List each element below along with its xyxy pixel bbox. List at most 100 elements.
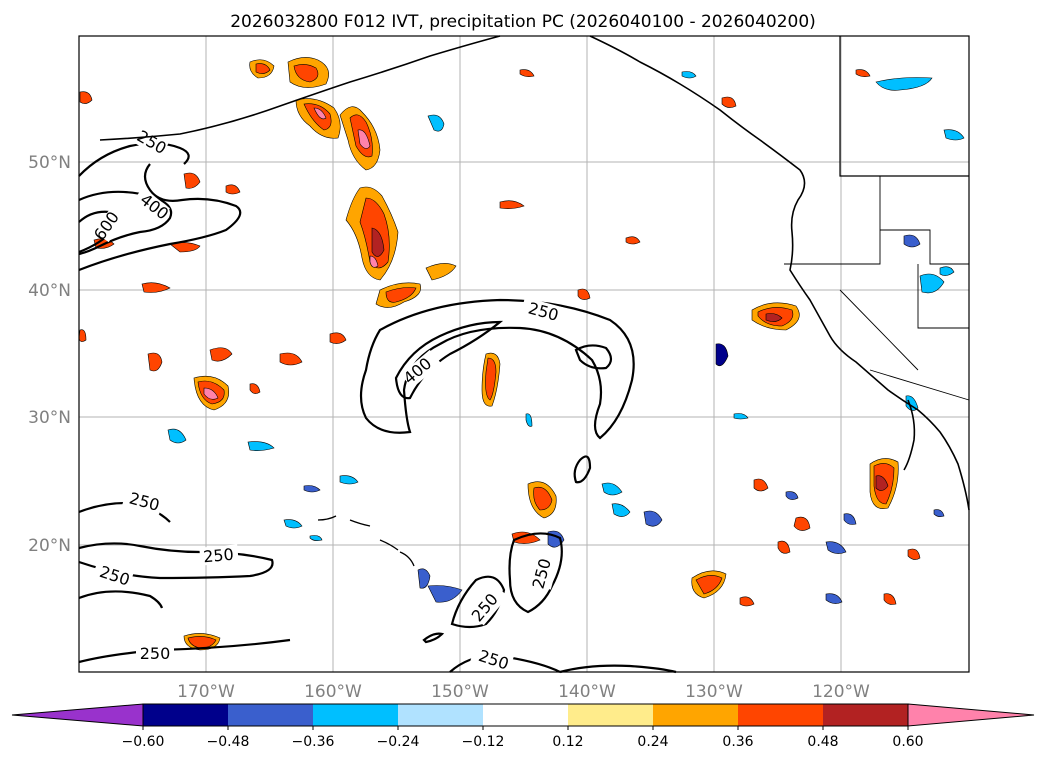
precip-blob bbox=[577, 288, 591, 300]
ivt-contour-small bbox=[573, 455, 592, 484]
ivt-contour-250-outer bbox=[78, 163, 242, 272]
precip-blob bbox=[303, 485, 321, 493]
precip-blob bbox=[303, 103, 332, 131]
precip-blob bbox=[907, 548, 921, 560]
colorbar-tick-label: −0.48 bbox=[207, 734, 250, 750]
colorbar-extend-left bbox=[11, 703, 144, 727]
canada-us-border bbox=[839, 36, 969, 177]
precip-blob bbox=[247, 441, 275, 451]
precip-blob bbox=[203, 387, 219, 400]
ivt-contour-250-central bbox=[359, 298, 635, 440]
contour-label: 250 bbox=[140, 644, 171, 663]
precip-blob bbox=[427, 114, 445, 132]
colorbar-outline bbox=[142, 703, 909, 727]
colorbar-tick-label: −0.60 bbox=[122, 734, 165, 750]
precip-blob bbox=[369, 255, 379, 268]
precip-blob bbox=[427, 585, 463, 603]
precip-blob bbox=[183, 172, 201, 189]
ivt-contour-250-sw2 bbox=[78, 542, 274, 580]
contour-label-bg bbox=[128, 124, 170, 158]
precip-blob bbox=[695, 575, 723, 595]
precip-blob bbox=[785, 491, 799, 500]
contour-label-bg bbox=[400, 349, 442, 389]
colorbar-tick-label: 0.12 bbox=[552, 734, 583, 750]
na-west-coast bbox=[589, 35, 970, 511]
precip-blob bbox=[715, 343, 729, 367]
lon-label: 130°W bbox=[685, 682, 743, 702]
us-state-borders bbox=[784, 176, 970, 401]
precip-blob bbox=[371, 227, 385, 257]
lat-label: 20°N bbox=[28, 536, 71, 556]
precip-blob bbox=[525, 413, 533, 427]
precip-blob bbox=[905, 395, 919, 411]
ivt-contour-250-bottom3 bbox=[559, 664, 677, 674]
contour-label-bg bbox=[520, 297, 564, 325]
precip-blob bbox=[939, 266, 955, 276]
ivt-contour-400-central bbox=[394, 320, 504, 400]
precip-blob bbox=[533, 486, 553, 511]
precip-blob bbox=[765, 313, 783, 322]
lon-label: 140°W bbox=[558, 682, 616, 702]
ivt-contours bbox=[78, 142, 677, 674]
precip-blob bbox=[313, 107, 327, 120]
precip-blob bbox=[855, 69, 871, 77]
colorbar-tick-label: −0.24 bbox=[377, 734, 420, 750]
lat-label: 30°N bbox=[28, 408, 71, 428]
colorbar-tick-label: −0.12 bbox=[462, 734, 505, 750]
contour-label-bg bbox=[93, 203, 129, 243]
precip-blob bbox=[843, 513, 857, 525]
precip-negative bbox=[167, 71, 965, 604]
precip-blob bbox=[309, 535, 323, 541]
precip-blob bbox=[167, 428, 187, 444]
precip-blob bbox=[753, 478, 769, 492]
hawaii-islands bbox=[317, 515, 415, 567]
precip-blob bbox=[883, 593, 897, 605]
lat-label: 40°N bbox=[28, 281, 71, 301]
precip-blob bbox=[141, 282, 171, 293]
lat-label: 50°N bbox=[28, 153, 71, 173]
map-title: 2026032800 F012 IVT, precipitation PC (2… bbox=[230, 12, 816, 32]
colorbar-segment bbox=[143, 704, 228, 726]
precip-blob bbox=[329, 332, 347, 344]
precip-blob bbox=[339, 475, 359, 485]
precip-blob bbox=[255, 63, 271, 74]
lon-label: 120°W bbox=[812, 682, 870, 702]
precip-blob bbox=[721, 96, 737, 108]
precip-blob bbox=[875, 77, 933, 91]
ivt-contour-tiny bbox=[422, 632, 445, 644]
colorbar-segment bbox=[653, 704, 738, 726]
precip-blob bbox=[385, 287, 417, 303]
colorbar-segment bbox=[568, 704, 653, 726]
colorbar-segment bbox=[483, 704, 568, 726]
baja-coast bbox=[903, 399, 916, 471]
coastline bbox=[99, 35, 970, 567]
lon-label: 170°W bbox=[177, 682, 235, 702]
precip-blob bbox=[933, 509, 945, 517]
lon-label: 150°W bbox=[431, 682, 489, 702]
precip-blob bbox=[209, 347, 233, 362]
aleutian-coast bbox=[99, 35, 501, 141]
contour-label-bg bbox=[199, 544, 239, 566]
precip-blob bbox=[187, 636, 217, 649]
precip-blob bbox=[793, 516, 811, 531]
precip-blob bbox=[293, 64, 319, 83]
precip-blob bbox=[739, 596, 755, 607]
precip-blob bbox=[625, 236, 641, 245]
precip-blob bbox=[903, 234, 921, 248]
precip-blob bbox=[681, 71, 697, 79]
ivt-contour-ring bbox=[574, 344, 613, 370]
ivt-contour-250-south2 bbox=[450, 575, 506, 629]
precip-blob bbox=[357, 129, 371, 149]
colorbar-tick-label: −0.36 bbox=[292, 734, 335, 750]
precip-blob bbox=[485, 357, 497, 401]
precip-blob bbox=[919, 273, 945, 294]
precip-blob bbox=[611, 503, 631, 517]
ivt-contour-400 bbox=[78, 190, 173, 256]
colorbar-segment bbox=[313, 704, 398, 726]
precip-blob bbox=[519, 69, 535, 77]
precip-blob bbox=[279, 352, 303, 366]
precip-blob bbox=[601, 482, 623, 496]
contour-label: 250 bbox=[202, 545, 234, 567]
contour-label-bg bbox=[132, 187, 170, 223]
